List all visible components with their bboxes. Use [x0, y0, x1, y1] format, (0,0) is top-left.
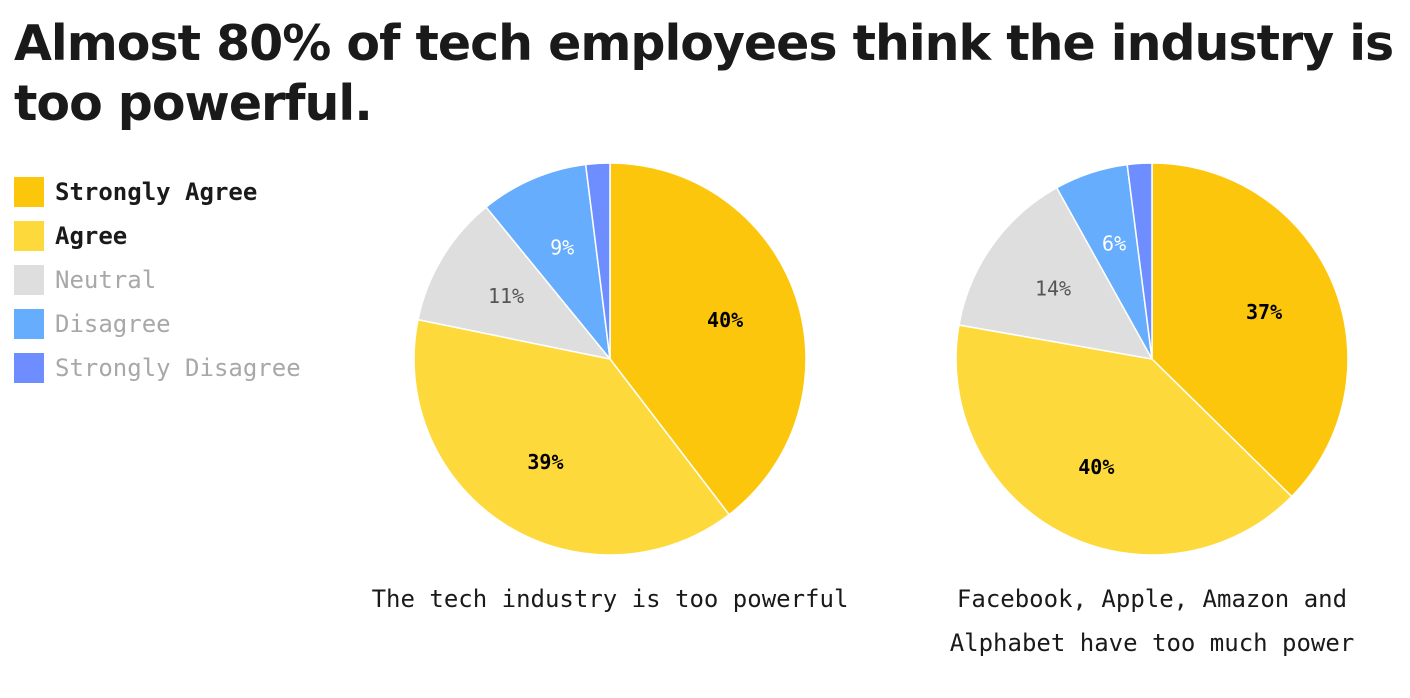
chart-title: Almost 80% of tech employees think the i…: [14, 15, 1394, 132]
legend-item-strongly-disagree[interactable]: Strongly Disagree: [14, 350, 301, 386]
pie-caption-big-four: Facebook, Apple, Amazon and Alphabet hav…: [949, 585, 1355, 657]
pie2-label-neutral: 14%: [1035, 277, 1071, 301]
pie-caption-tech-industry: The tech industry is too powerful: [371, 585, 849, 613]
pie2-label-agree: 40%: [1078, 455, 1114, 479]
pie1-label-disagree: 9%: [550, 235, 574, 259]
legend-item-agree[interactable]: Agree: [14, 218, 301, 254]
pie1-label-neutral: 11%: [488, 284, 524, 308]
legend-swatch: [14, 221, 44, 251]
pie2-label-strongly-agree: 37%: [1246, 300, 1282, 324]
legend-item-disagree[interactable]: Disagree: [14, 306, 301, 342]
pie1-label-agree: 39%: [527, 450, 563, 474]
pie2-slice-strongly-agree: [1151, 162, 1349, 498]
pie1-label-strongly-agree: 40%: [707, 308, 743, 332]
pie1-slice-strongly-agree: [609, 162, 807, 516]
legend-item-strongly-agree[interactable]: Strongly Agree: [14, 174, 301, 210]
legend-swatch: [14, 177, 44, 207]
legend-swatch: [14, 265, 44, 295]
legend-label: Strongly Disagree: [55, 354, 301, 382]
pie2-slice-neutral: [958, 186, 1154, 361]
legend-label: Agree: [55, 222, 128, 250]
pie1-slice-neutral: [417, 206, 612, 361]
legend-label: Neutral: [55, 266, 157, 294]
legend-swatch: [14, 309, 44, 339]
legend-item-neutral[interactable]: Neutral: [14, 262, 301, 298]
legend-swatch: [14, 353, 44, 383]
pie1-slice-disagree: [485, 163, 612, 362]
legend-label: Strongly Agree: [55, 178, 258, 206]
pie1-slice-strongly-disagree: [584, 162, 611, 360]
legend-label: Disagree: [55, 310, 171, 338]
pie2-slice-agree: [955, 324, 1293, 556]
pie1-slice-agree: [413, 318, 731, 556]
pie2-slice-strongly-disagree: [1126, 162, 1153, 360]
pie2-label-disagree: 6%: [1102, 232, 1126, 256]
legend: Strongly Agree Agree Neutral Disagree St…: [14, 174, 301, 394]
